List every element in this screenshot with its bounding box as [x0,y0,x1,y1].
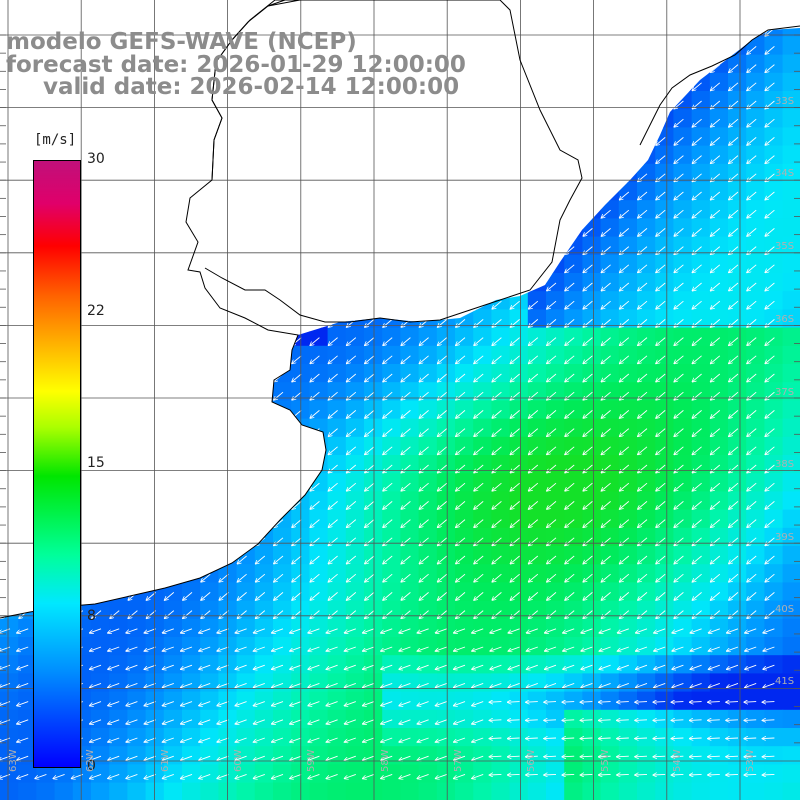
lat-label: 36S [775,314,795,325]
lat-label: 35S [775,241,795,252]
lon-label: 61W [160,749,171,772]
lat-label: 34S [775,168,795,179]
valid-date: valid date: 2026-02-14 12:00:00 [43,74,460,100]
lat-label: 33S [775,96,795,107]
lon-label: 57W [453,749,464,772]
lon-label: 55W [600,749,611,772]
colorbar-tick-0: 0 [87,758,96,774]
lon-label: 53W [745,749,756,772]
colorbar-tick-30: 30 [87,151,105,167]
forecast-date: forecast date: 2026-01-29 12:00:00 [6,52,466,78]
lat-label: 40S [775,604,795,615]
colorbar-tick-15: 15 [87,455,105,471]
lat-label: 41S [775,676,795,687]
lon-label: 59W [306,749,317,772]
colorbar-unit: [m/s] [34,132,77,148]
lat-label: 38S [775,459,795,470]
colorbar [33,160,81,768]
colorbar-tick-22: 22 [87,303,105,319]
lon-label: 58W [380,749,391,772]
lat-label: 39S [775,532,795,543]
colorbar-tick-8: 8 [87,608,96,624]
lat-label: 37S [775,387,795,398]
lon-label: 54W [672,749,683,772]
lon-label: 62W [85,749,96,772]
coastline [0,0,800,619]
lon-label: 60W [233,749,244,772]
lon-label: 56W [526,749,537,772]
model-title: modelo GEFS-WAVE (NCEP) [6,29,357,55]
lon-label: 63W [8,749,19,772]
